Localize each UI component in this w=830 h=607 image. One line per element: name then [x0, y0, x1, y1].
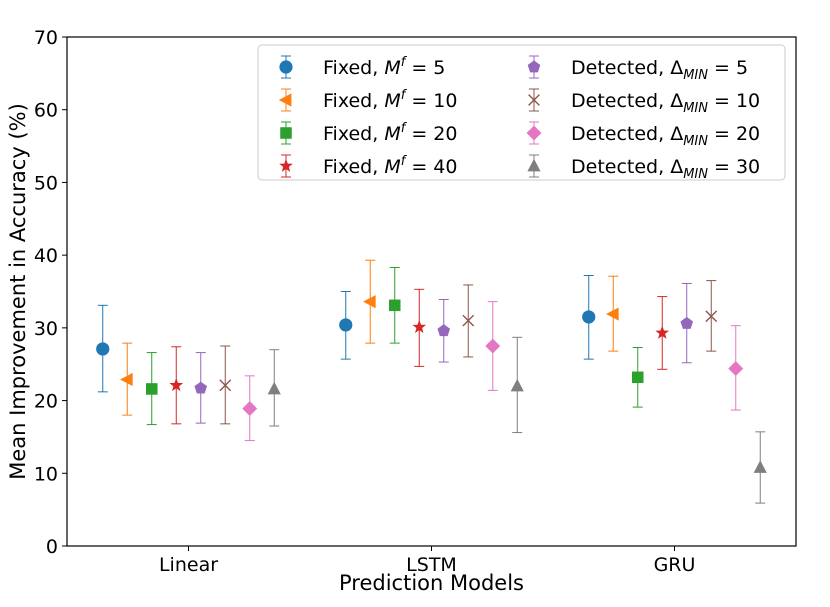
y-tick-label: 10: [34, 463, 58, 485]
series-1: [96, 275, 596, 393]
legend-item: Detected, ΔMIN = 30: [527, 154, 760, 182]
y-tick-label: 70: [34, 27, 58, 49]
series-2: [120, 259, 619, 416]
data-point: [339, 318, 353, 332]
legend-item: Detected, ΔMIN = 20: [526, 121, 760, 149]
y-tick-label: 50: [34, 172, 58, 194]
legend-marker: [279, 158, 293, 172]
legend-item: Detected, ΔMIN = 5: [527, 55, 748, 83]
y-tick-label: 60: [34, 100, 58, 122]
y-tick-label: 40: [34, 245, 58, 267]
x-tick-label: Linear: [159, 554, 218, 576]
data-point: [631, 371, 644, 384]
data-point: [96, 342, 110, 356]
legend-label: Detected, ΔMIN = 30: [571, 156, 760, 182]
series-8: [267, 336, 767, 504]
data-point: [606, 307, 619, 321]
data-point: [728, 361, 744, 377]
data-point: [655, 325, 670, 339]
y-axis-label: Mean Improvement in Accuracy (%): [6, 103, 30, 480]
legend-box: [257, 44, 786, 181]
series-5: [194, 283, 694, 424]
data-point: [194, 381, 208, 394]
series-4: [169, 288, 670, 425]
y-tick-label: 20: [34, 391, 58, 413]
x-tick-label: GRU: [654, 554, 696, 576]
data-point: [242, 401, 258, 417]
y-tick-label: 0: [46, 536, 58, 558]
data-point: [219, 379, 232, 392]
legend-label: Fixed, Mf = 20: [323, 121, 458, 145]
data-point: [267, 381, 281, 395]
data-point: [363, 295, 376, 309]
data-point: [120, 372, 133, 387]
data-point: [388, 299, 401, 312]
legend-item: Fixed, Mf = 20: [280, 121, 458, 145]
legend-marker: [278, 93, 292, 107]
data-point: [462, 314, 475, 327]
data-point: [582, 310, 596, 324]
data-point: [705, 310, 718, 323]
legend-item: Fixed, Mf = 10: [278, 88, 458, 112]
legend-marker: [280, 127, 292, 139]
legend-label: Fixed, Mf = 10: [323, 88, 458, 112]
data-point: [169, 378, 184, 392]
legend-label: Fixed, Mf = 5: [323, 55, 445, 79]
data-marks: [96, 259, 767, 504]
legend-marker: [527, 158, 541, 172]
data-point: [680, 316, 694, 329]
legend-item: Fixed, Mf = 5: [279, 55, 445, 79]
legend-marker: [526, 125, 542, 141]
series-7: [242, 301, 744, 442]
legend-label: Detected, ΔMIN = 5: [571, 57, 748, 83]
legend-label: Fixed, Mf = 40: [323, 154, 458, 178]
data-point: [510, 378, 524, 392]
axes: 0 10 20 30 40 50 60 70 Linear LSTM GRU: [34, 27, 696, 576]
data-point: [145, 383, 158, 395]
data-point: [485, 338, 501, 354]
y-tick-label: 30: [34, 318, 58, 340]
legend-label: Detected, ΔMIN = 10: [571, 90, 760, 116]
data-point: [753, 460, 767, 473]
series-3: [145, 267, 644, 426]
legend-item: Detected, ΔMIN = 10: [528, 88, 760, 116]
data-point: [437, 324, 451, 337]
legend-marker: [528, 94, 540, 106]
legend-label: Detected, ΔMIN = 20: [571, 123, 760, 149]
data-point: [412, 319, 427, 333]
legend: Fixed, Mf = 5 Fixed, Mf = 10 Fixed, Mf = 2…: [257, 44, 786, 182]
legend-marker: [279, 60, 293, 74]
legend-marker: [527, 60, 541, 73]
x-tick-label: LSTM: [406, 554, 457, 576]
series-6: [219, 280, 718, 425]
legend-item: Fixed, Mf = 40: [279, 154, 458, 178]
x-axis-label: Prediction Models: [339, 571, 524, 595]
